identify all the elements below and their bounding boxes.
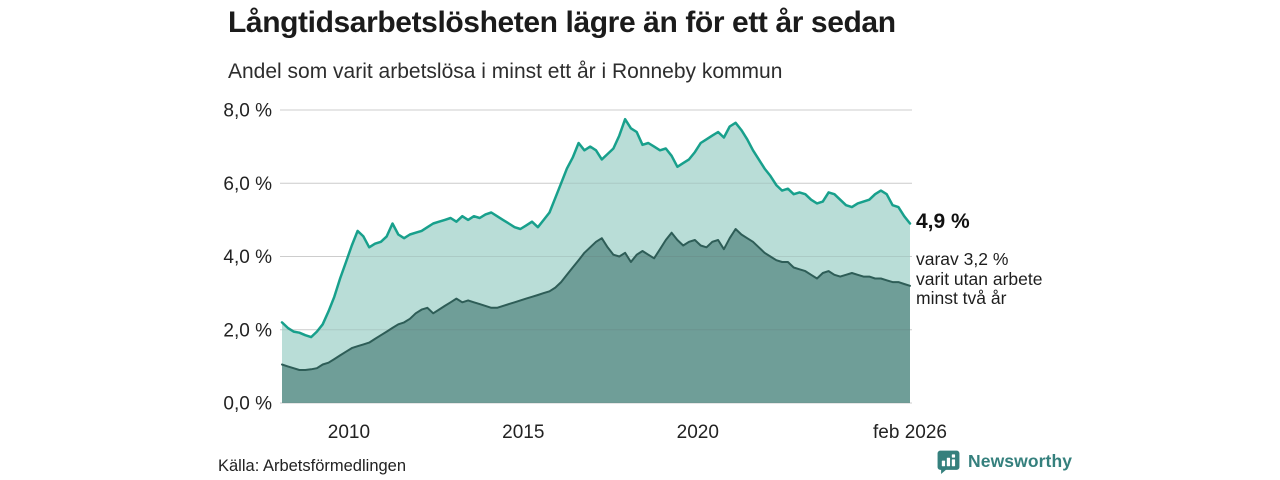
svg-text:2015: 2015 <box>502 422 544 443</box>
secondary-value-label: varav 3,2 % varit utan arbete minst två … <box>916 249 1043 309</box>
chart-title: Långtidsarbetslösheten lägre än för ett … <box>228 6 896 39</box>
svg-text:8,0 %: 8,0 % <box>223 101 272 122</box>
svg-text:0,0 %: 0,0 % <box>223 394 272 415</box>
svg-text:2,0 %: 2,0 % <box>223 320 272 341</box>
svg-text:2020: 2020 <box>677 422 719 443</box>
chart-subtitle: Andel som varit arbetslösa i minst ett å… <box>228 60 783 83</box>
svg-text:2010: 2010 <box>328 422 370 443</box>
brand-name: Newsworthy <box>968 451 1073 471</box>
svg-text:4,0 %: 4,0 % <box>223 247 272 268</box>
svg-text:6,0 %: 6,0 % <box>223 174 272 195</box>
brand-footer: Newsworthy <box>936 449 1072 474</box>
secondary-value-line: minst två år <box>916 288 1007 308</box>
secondary-value-line: varav 3,2 % <box>916 249 1009 269</box>
newsworthy-logo-icon <box>936 449 961 474</box>
latest-value-label: 4,9 % <box>916 210 970 233</box>
svg-text:feb 2026: feb 2026 <box>873 422 947 443</box>
secondary-value-line: varit utan arbete <box>916 268 1043 289</box>
source-credit: Källa: Arbetsförmedlingen <box>218 457 407 475</box>
